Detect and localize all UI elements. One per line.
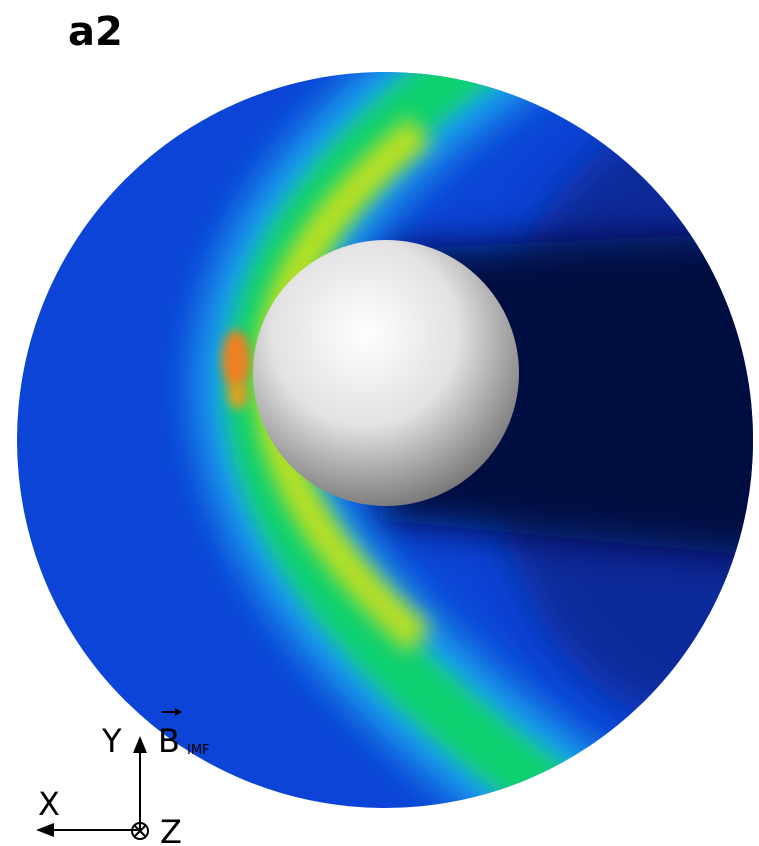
page: a2 Y B IMF X Z (() => { const data = JSO… [0,0,759,846]
b-label: B [158,722,180,760]
y-label: Y [101,722,122,760]
y-arrowhead [133,736,147,753]
figure: a2 Y B IMF X Z [0,0,759,846]
x-label: X [38,785,60,823]
x-arrowhead [36,823,54,837]
z-label: Z [160,813,182,846]
planet [253,240,519,506]
panel-label: a2 [68,9,123,55]
b-subscript: IMF [187,743,210,758]
